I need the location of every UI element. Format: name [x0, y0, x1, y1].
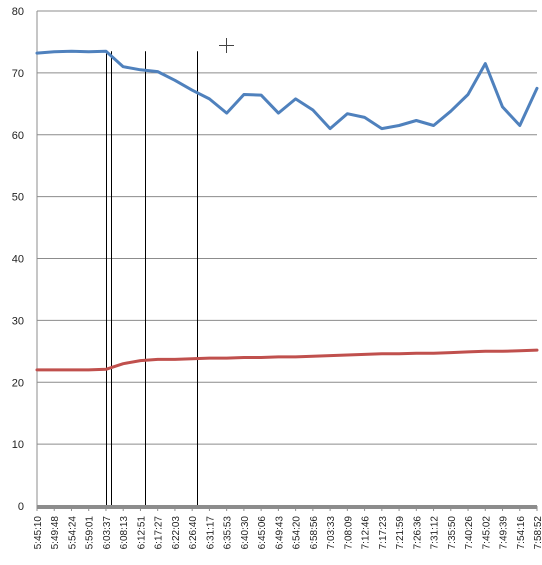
- y-axis: 0 10 20 30 40 50 60 70 80: [12, 6, 38, 513]
- x-tick-label: 7:49:39: [499, 516, 510, 550]
- y-tick-label: 30: [12, 315, 24, 327]
- x-tick-label: 7:08:09: [343, 516, 354, 550]
- marker-lines: [106, 51, 198, 506]
- x-tick-label: 7:03:33: [326, 516, 337, 550]
- x-axis: 5:45:10 5:49:48 5:54:24 5:59:01 6:03:37 6:08:…: [33, 505, 542, 550]
- x-tick-label: 6:26:40: [188, 516, 199, 550]
- x-tick-label: 7:17:23: [378, 516, 389, 550]
- y-tick-label: 0: [18, 501, 24, 513]
- x-tick-label: 6:49:43: [274, 516, 285, 550]
- x-tick-label: 5:49:48: [50, 516, 61, 550]
- x-tick-label: 7:58:52: [533, 516, 542, 550]
- x-tick-label: 5:59:01: [85, 516, 96, 550]
- x-tick-label: 7:26:36: [412, 516, 423, 550]
- x-tick-label: 6:31:17: [205, 516, 216, 550]
- series-line-1: [35, 49, 539, 131]
- x-tick-label: 7:35:50: [447, 516, 458, 550]
- x-tick-label: 6:45:06: [257, 516, 268, 550]
- x-tick-label: 7:45:02: [481, 516, 492, 550]
- series-lines: [35, 49, 539, 372]
- x-tick-label: 6:40:30: [240, 516, 251, 550]
- x-tick-label: 6:17:27: [154, 516, 165, 550]
- x-tick-label: 6:35:53: [223, 516, 234, 550]
- y-tick-label: 50: [12, 192, 24, 204]
- x-tick-label: 5:45:10: [33, 516, 44, 550]
- x-tick-label: 6:22:03: [171, 516, 182, 550]
- series-line-2: [35, 348, 539, 372]
- y-tick-label: 10: [12, 439, 24, 451]
- y-tick-label: 60: [12, 130, 24, 142]
- x-tick-label: 5:54:24: [68, 516, 79, 550]
- y-tick-label: 40: [12, 254, 24, 266]
- x-tick-label: 7:12:46: [361, 516, 372, 550]
- y-gridlines: [37, 10, 537, 445]
- x-tick-label: 7:31:12: [430, 516, 441, 550]
- x-tick-label: 6:54:20: [292, 516, 303, 550]
- y-tick-label: 80: [12, 6, 24, 18]
- x-tick-label: 6:58:56: [309, 516, 320, 550]
- x-tick-label: 7:40:26: [464, 516, 475, 550]
- x-tick-label: 6:08:13: [119, 516, 130, 550]
- x-tick-label: 7:54:16: [516, 516, 527, 550]
- x-tick-label: 7:21:59: [395, 516, 406, 550]
- x-tick-label: 6:03:37: [102, 516, 113, 550]
- y-tick-label: 70: [12, 68, 24, 80]
- y-tick-label: 20: [12, 377, 24, 389]
- x-tick-label: 6:12:51: [136, 516, 147, 550]
